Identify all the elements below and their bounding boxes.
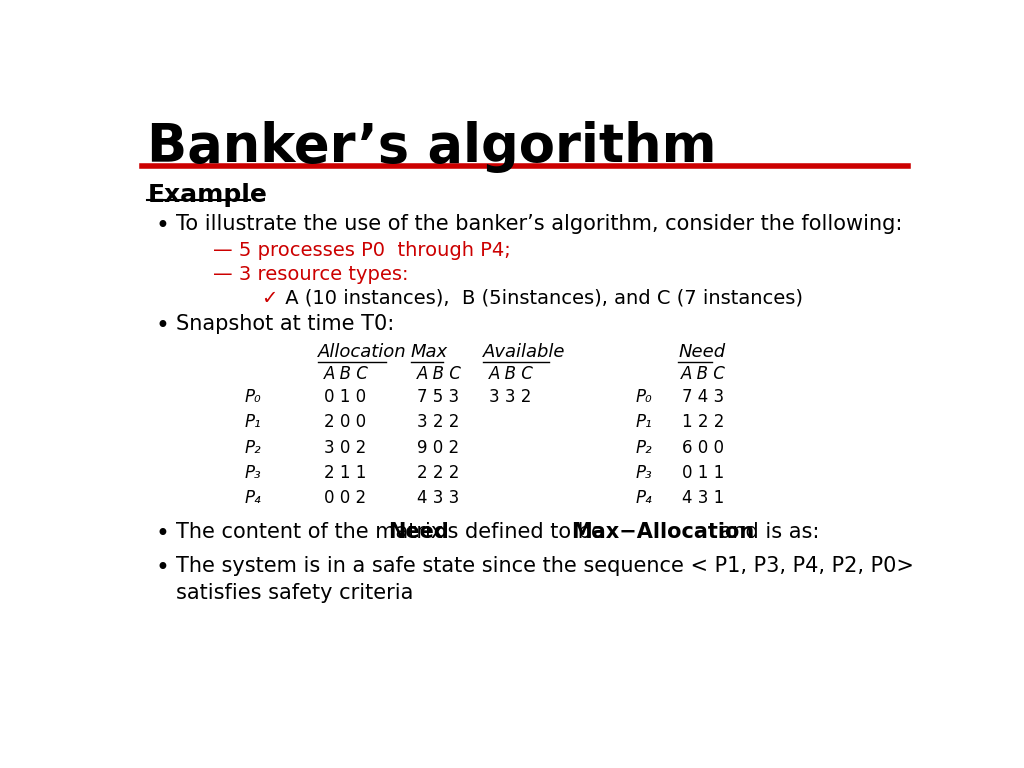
Text: A B C: A B C bbox=[324, 365, 369, 382]
Text: satisfies safety criteria: satisfies safety criteria bbox=[176, 584, 414, 604]
Text: 2 1 1: 2 1 1 bbox=[324, 464, 367, 482]
Text: 7 5 3: 7 5 3 bbox=[417, 388, 459, 406]
Text: is defined to be: is defined to be bbox=[435, 521, 611, 541]
Text: P₁: P₁ bbox=[245, 413, 261, 432]
Text: 0 1 0: 0 1 0 bbox=[324, 388, 367, 406]
Text: Allocation: Allocation bbox=[317, 343, 407, 361]
Text: — 5 processes P0  through P4;: — 5 processes P0 through P4; bbox=[213, 241, 511, 260]
Text: A (10 instances),  B (5instances), and C (7 instances): A (10 instances), B (5instances), and C … bbox=[280, 289, 803, 307]
Text: P₁: P₁ bbox=[636, 413, 652, 432]
Text: 4 3 3: 4 3 3 bbox=[417, 489, 460, 508]
Text: P₄: P₄ bbox=[636, 489, 652, 508]
Text: 3 2 2: 3 2 2 bbox=[417, 413, 460, 432]
Text: •: • bbox=[155, 556, 169, 580]
Text: Available: Available bbox=[483, 343, 565, 361]
Text: 2 2 2: 2 2 2 bbox=[417, 464, 460, 482]
Text: 0 0 2: 0 0 2 bbox=[324, 489, 367, 508]
Text: Banker’s algorithm: Banker’s algorithm bbox=[147, 121, 717, 174]
Text: •: • bbox=[155, 214, 169, 238]
Text: P₃: P₃ bbox=[636, 464, 652, 482]
Text: The system is in a safe state since the sequence < P1, P3, P4, P2, P0>: The system is in a safe state since the … bbox=[176, 556, 914, 576]
Text: P₃: P₃ bbox=[245, 464, 261, 482]
Text: — 3 resource types:: — 3 resource types: bbox=[213, 265, 409, 283]
Text: To illustrate the use of the banker’s algorithm, consider the following:: To illustrate the use of the banker’s al… bbox=[176, 214, 902, 233]
Text: P₄: P₄ bbox=[245, 489, 261, 508]
Text: ✓: ✓ bbox=[261, 289, 278, 307]
Text: •: • bbox=[155, 521, 169, 546]
Text: 2 0 0: 2 0 0 bbox=[324, 413, 367, 432]
Text: 7 4 3: 7 4 3 bbox=[682, 388, 724, 406]
Text: Max−Allocation: Max−Allocation bbox=[571, 521, 755, 541]
Text: P₂: P₂ bbox=[636, 439, 652, 457]
Text: 1 2 2: 1 2 2 bbox=[682, 413, 725, 432]
Text: Need: Need bbox=[388, 521, 450, 541]
Text: P₀: P₀ bbox=[245, 388, 261, 406]
Text: and is as:: and is as: bbox=[714, 521, 820, 541]
Text: Max: Max bbox=[411, 343, 449, 361]
Text: 3 0 2: 3 0 2 bbox=[324, 439, 367, 457]
Text: 0 1 1: 0 1 1 bbox=[682, 464, 724, 482]
Text: 4 3 1: 4 3 1 bbox=[682, 489, 724, 508]
Text: 9 0 2: 9 0 2 bbox=[417, 439, 459, 457]
Text: A B C: A B C bbox=[681, 365, 725, 382]
Text: A B C: A B C bbox=[417, 365, 462, 382]
Text: The content of the matrix: The content of the matrix bbox=[176, 521, 450, 541]
Text: Need: Need bbox=[678, 343, 725, 361]
Text: 6 0 0: 6 0 0 bbox=[682, 439, 724, 457]
Text: P₀: P₀ bbox=[636, 388, 652, 406]
Text: Snapshot at time T0:: Snapshot at time T0: bbox=[176, 314, 394, 334]
Text: Example: Example bbox=[147, 183, 267, 207]
Text: A B C: A B C bbox=[489, 365, 535, 382]
Text: P₂: P₂ bbox=[245, 439, 261, 457]
Text: •: • bbox=[155, 314, 169, 338]
Text: 3 3 2: 3 3 2 bbox=[489, 388, 531, 406]
